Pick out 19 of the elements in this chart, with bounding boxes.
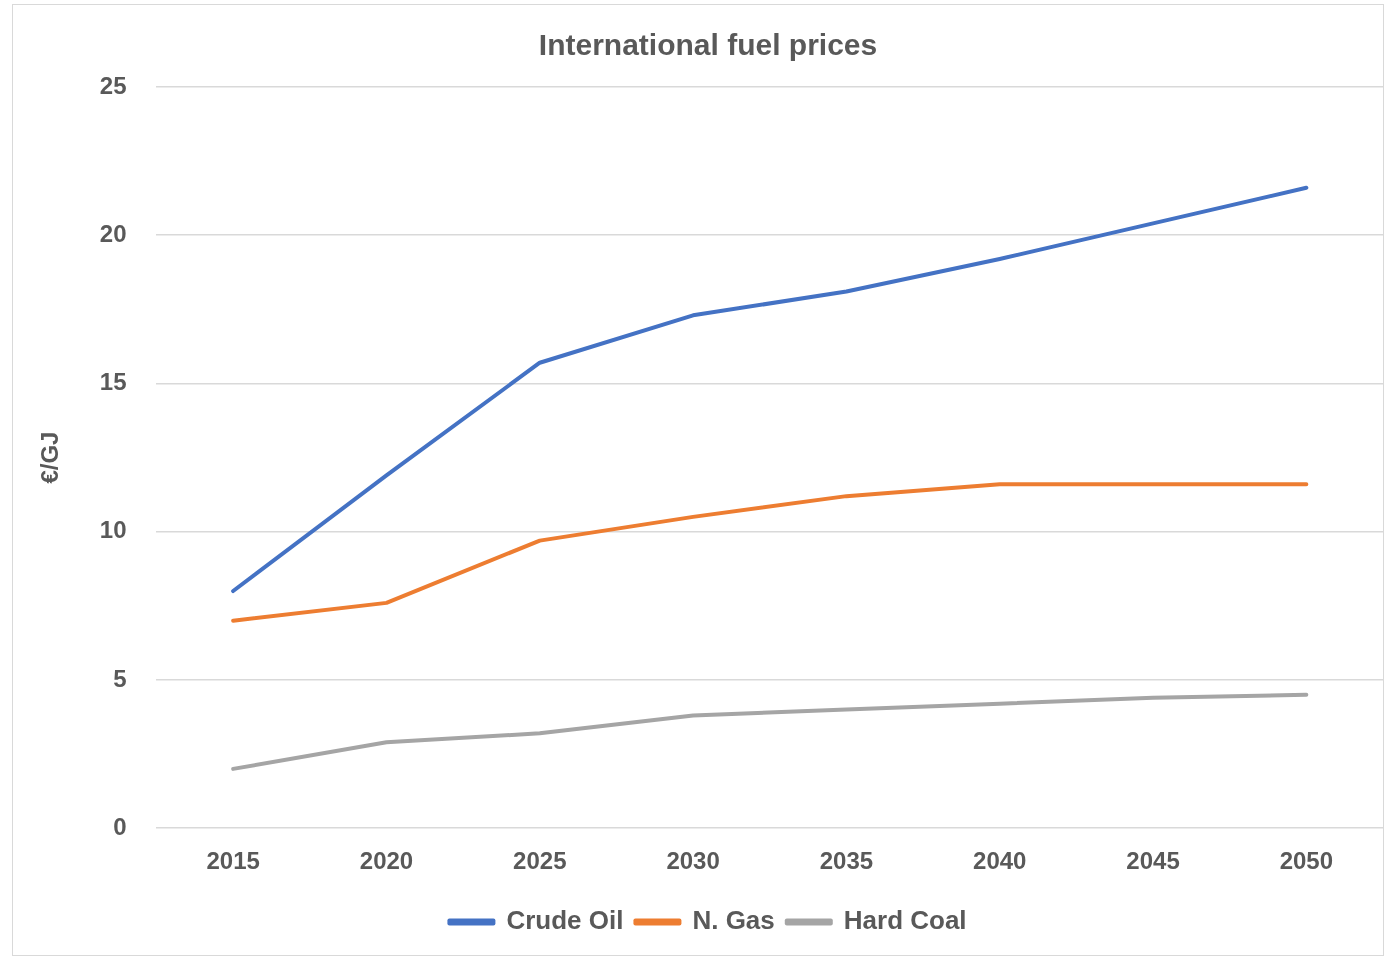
- x-tick-label: 2030: [666, 847, 720, 875]
- y-tick-label: 25: [99, 71, 127, 99]
- y-tick-label: 15: [99, 368, 127, 396]
- y-tick-label: 20: [99, 219, 127, 247]
- legend-label: Hard Coal: [843, 905, 967, 936]
- x-tick-label: 2045: [1126, 847, 1180, 875]
- y-tick-label: 5: [113, 664, 127, 692]
- legend-label: N. Gas: [692, 905, 775, 936]
- legend-label: Crude Oil: [506, 905, 624, 936]
- x-tick-label: 2040: [973, 847, 1027, 875]
- x-tick-label: 2015: [206, 847, 260, 875]
- chart-title: International fuel prices: [538, 28, 878, 62]
- x-tick-label: 2035: [819, 847, 874, 875]
- x-tick-label: 2050: [1279, 847, 1334, 875]
- y-tick-label: 10: [99, 516, 127, 544]
- x-tick-label: 2025: [513, 847, 567, 875]
- y-axis-title: €/GJ: [36, 431, 64, 484]
- x-tick-label: 2020: [359, 847, 414, 875]
- y-tick-label: 0: [113, 812, 127, 840]
